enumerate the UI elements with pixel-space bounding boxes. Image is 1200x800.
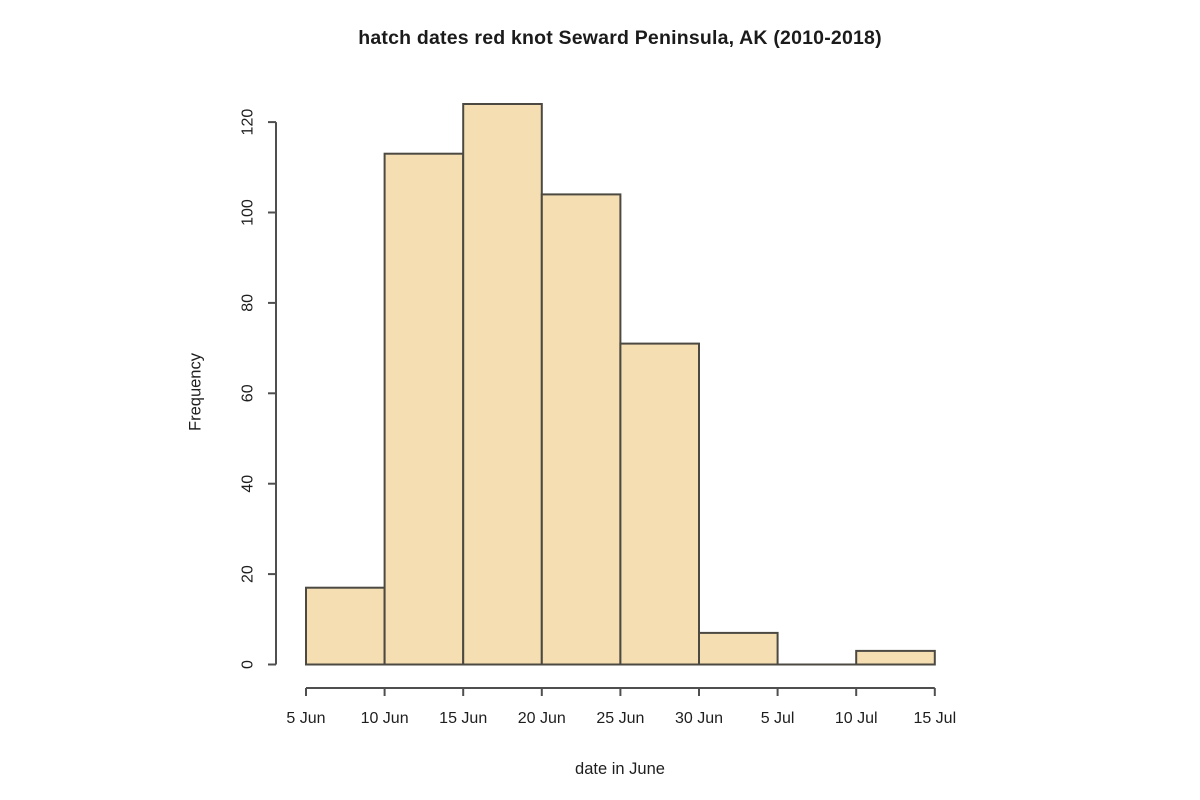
x-tick-label: 25 Jun: [596, 710, 644, 727]
histogram-bar: [698, 631, 779, 666]
x-tick-label: 20 Jun: [518, 710, 566, 727]
histogram-bar: [540, 193, 622, 666]
x-axis-title: date in June: [575, 760, 665, 778]
x-tick-label: 30 Jun: [675, 710, 723, 727]
y-tick-label: 40: [240, 475, 257, 493]
x-tick-label: 5 Jun: [286, 710, 325, 727]
x-tick-label: 15 Jun: [439, 710, 487, 727]
histogram-bar: [619, 342, 701, 666]
histogram-bar: [855, 649, 936, 666]
chart-title: hatch dates red knot Seward Peninsula, A…: [358, 27, 882, 49]
y-tick-label: 80: [240, 294, 257, 312]
x-tick-label: 5 Jul: [761, 710, 795, 727]
y-tick-label: 100: [240, 199, 257, 226]
x-tick-label: 10 Jun: [361, 710, 409, 727]
x-tick-label: 15 Jul: [913, 710, 956, 727]
x-tick-label: 10 Jul: [835, 710, 878, 727]
histogram-bar: [305, 586, 386, 666]
y-tick-label: 120: [240, 109, 257, 136]
y-tick-label: 20: [240, 565, 257, 583]
y-tick-label: 60: [240, 384, 257, 402]
histogram-bar: [383, 152, 465, 666]
histogram-bar: [462, 103, 543, 666]
y-tick-label: 0: [240, 660, 257, 669]
y-axis-title: Frequency: [186, 353, 205, 431]
